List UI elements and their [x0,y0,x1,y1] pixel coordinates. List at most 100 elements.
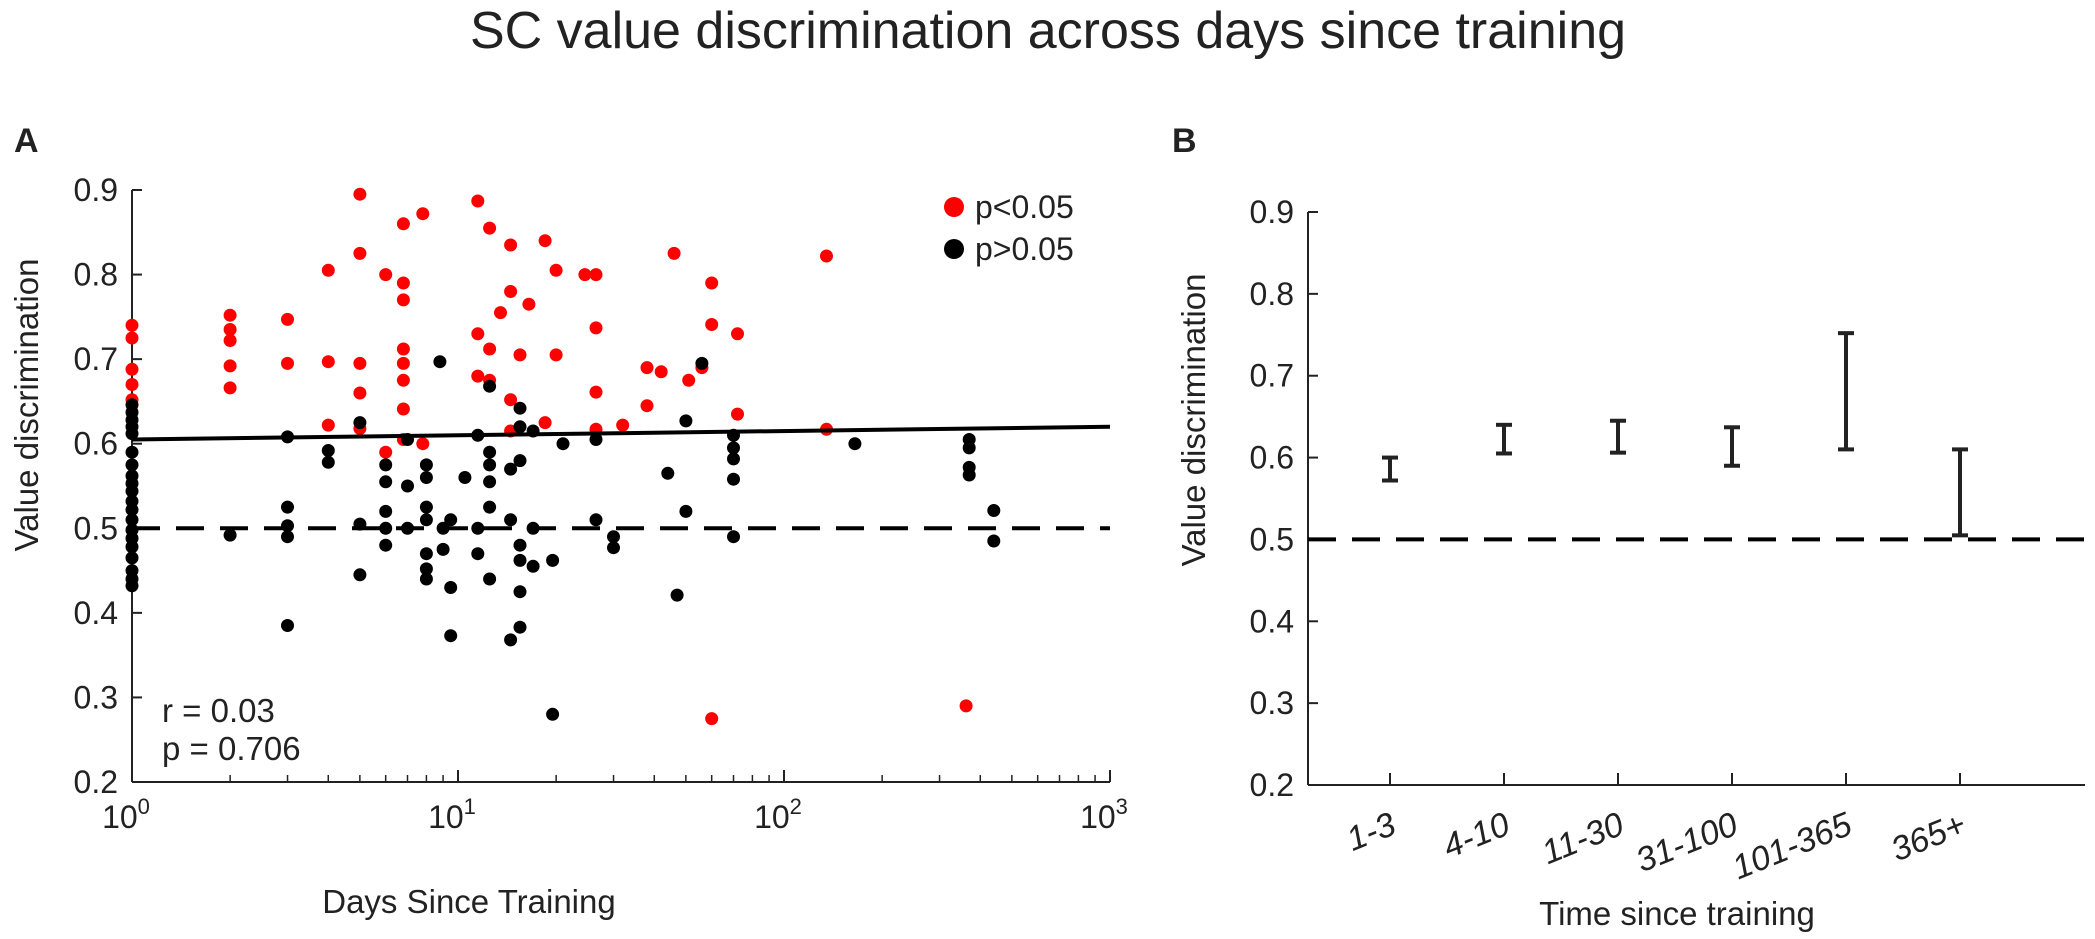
nonsignificant-point [504,633,518,647]
nonsignificant-point [419,500,433,514]
nonsignificant-point [483,500,497,514]
category-label: 365+ [1886,805,1971,869]
nonsignificant-point [321,455,335,469]
significant-point [379,445,393,459]
panel-a-y-axis-label: Value discrimination [8,259,45,552]
significant-point [396,356,410,370]
nonsignificant-point [727,441,740,455]
significant-point [396,402,410,416]
panel-b: B 0.2 0.3 0.4 0.5 0.6 0.7 0.8 0.9 1-3 4-10 11-30 31… [1172,122,2085,932]
nonsignificant-point [125,445,139,459]
nonsignificant-point [419,513,433,527]
significant-point [223,381,237,395]
nonsignificant-point [513,553,527,567]
nonsignificant-point [513,620,527,634]
significant-point [416,437,430,451]
significant-point [589,385,603,399]
significant-point [416,207,430,221]
nonsignificant-point [281,530,294,544]
nonsignificant-point [125,427,139,441]
panel-b-y-axis-label: Value discrimination [1175,274,1212,567]
nonsignificant-point [987,504,1001,517]
significant-point [522,297,536,311]
significant-point [494,306,507,320]
legend-marker-nonsignificant [944,239,964,259]
significant-point [705,318,719,331]
nonsignificant-point [589,513,603,527]
panel-a: A 0.2 0.3 0.4 0.5 0.6 0.7 0.8 0.9 100 101 102 103 D… [8,122,1128,920]
nonsignificant-point [695,356,709,370]
legend-label-nonsignificant: p>0.05 [975,231,1074,267]
significant-point [353,187,367,201]
regression-line [131,424,1111,442]
significant-point [731,327,744,341]
panel-b-axes [1307,212,2085,786]
nonsignificant-point [125,503,139,517]
significant-point [125,331,139,345]
significant-point [578,268,592,282]
significant-point [483,221,497,235]
significant-point [321,418,335,432]
significant-point [471,194,485,208]
significant-point [731,407,744,421]
significant-point [223,334,237,347]
nonsignificant-point [125,579,139,593]
significant-point [654,365,668,379]
nonsignificant-point [419,547,433,561]
x-tick-label: 101 [428,794,476,835]
nonsignificant-point [444,629,458,643]
correlation-r: r = 0.03 [162,692,275,729]
nonsignificant-point [607,541,620,555]
nonsignificant-point [471,521,485,535]
nonsignificant-point [125,551,139,565]
nonsignificant-point [727,530,740,544]
nonsignificant-point [458,471,472,484]
y-tick-label: 0.8 [1250,276,1294,312]
nonsignificant-point [962,460,976,474]
panel-a-letter: A [14,122,39,160]
error-bar [1382,455,1398,483]
category-label: 101-365 [1727,805,1857,887]
x-tick-label: 102 [754,794,802,835]
nonsignificant-point [444,513,458,527]
significant-point [549,263,563,277]
nonsignificant-point [419,458,433,472]
y-tick-label: 0.7 [74,341,118,377]
nonsignificant-point [526,559,540,573]
nonsignificant-point [962,441,976,455]
significant-point [223,323,237,336]
nonsignificant-point [589,433,603,446]
y-tick-label: 0.2 [74,764,118,800]
nonsignificant-point [436,542,450,556]
significant-point [705,276,719,290]
nonsignificant-point [379,504,393,518]
nonsignificant-point [483,458,497,472]
error-bar [1610,418,1626,455]
significant-point [538,234,552,248]
nonsignificant-point [419,471,433,484]
nonsignificant-point [379,458,393,472]
y-tick-label: 0.4 [74,595,118,631]
significant-point [504,238,518,252]
significant-point [353,246,367,260]
y-tick-label: 0.4 [1250,603,1294,639]
y-tick-label: 0.9 [74,172,118,208]
nonsignificant-point [125,513,139,527]
panel-a-x-axis-label: Days Since Training [322,883,615,920]
nonsignificant-point [504,513,518,527]
panel-a-legend: p<0.05 p>0.05 [944,189,1074,267]
nonsignificant-point [513,454,527,468]
nonsignificant-point [483,379,497,393]
significant-point [589,321,603,335]
category-label: 31-100 [1631,805,1743,880]
significant-point [483,342,497,356]
nonsignificant-point [281,619,294,632]
significant-point [321,263,335,277]
nonsignificant-point [379,521,393,535]
panel-b-letter: B [1172,122,1197,160]
significant-point [820,249,833,263]
nonsignificant-point [727,452,740,466]
x-tick-label: 100 [102,794,150,835]
significant-point [125,318,139,332]
panel-a-axes [131,190,1110,783]
